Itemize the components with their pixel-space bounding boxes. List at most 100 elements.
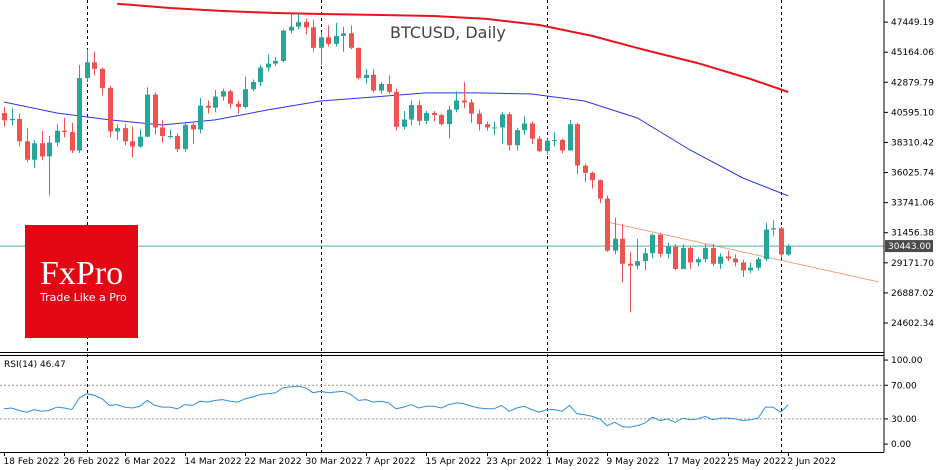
rsi-label: RSI(14) 46.47 — [4, 360, 66, 370]
indicator-line — [607, 221, 879, 283]
candle-body — [756, 259, 761, 268]
candle-body — [643, 253, 648, 262]
candle-body — [115, 128, 120, 132]
candle-body — [560, 139, 565, 151]
candle-body — [462, 100, 467, 103]
y-tick-label: 33741.06 — [891, 199, 934, 209]
x-tick-label: 15 Apr 2022 — [426, 457, 482, 467]
candle-body — [733, 258, 738, 263]
candle-body — [10, 118, 15, 121]
candle-body — [2, 112, 7, 121]
candle-body — [613, 238, 618, 251]
y-tick-label: 42879.79 — [891, 78, 934, 88]
candle-body — [364, 74, 369, 79]
y-tick-label: 30.00 — [891, 415, 917, 425]
candle-body — [153, 94, 158, 128]
candle-body — [583, 165, 588, 173]
candle-body — [537, 138, 542, 152]
candle-body — [138, 136, 143, 147]
candle-body — [236, 103, 241, 108]
candle-body — [741, 262, 746, 271]
x-tick-label: 17 May 2022 — [668, 457, 727, 467]
candle-body — [409, 105, 414, 120]
candle-body — [688, 247, 693, 263]
candle-body — [100, 68, 105, 88]
y-tick-label: 38310.42 — [891, 138, 934, 148]
candle-body — [311, 27, 316, 48]
candle-body — [605, 198, 610, 251]
candle-body — [703, 247, 708, 260]
candle-body — [620, 238, 625, 264]
candle-body — [326, 37, 331, 44]
candle-body — [764, 229, 769, 260]
logo-box — [25, 225, 138, 338]
candle-body — [334, 35, 339, 44]
logo-name: FxPro — [40, 255, 123, 292]
candle-body — [379, 83, 384, 91]
candle-body — [191, 124, 196, 130]
candle-body — [175, 136, 180, 150]
candle-body — [130, 141, 135, 147]
candle-body — [568, 124, 573, 151]
candle-body — [711, 247, 716, 264]
candle-body — [439, 114, 444, 125]
candle-body — [349, 33, 354, 48]
y-tick-label: 45164.06 — [891, 48, 934, 58]
candle-body — [17, 118, 22, 142]
candle-body — [296, 22, 301, 27]
candle-body — [304, 22, 309, 28]
y-tick-label: 26887.02 — [891, 289, 934, 299]
candle-body — [92, 62, 97, 69]
candle-body — [447, 109, 452, 125]
y-tick-label: 24602.34 — [891, 319, 934, 329]
candle-body — [183, 124, 188, 150]
candle-body — [598, 180, 603, 199]
candle-body — [145, 94, 150, 137]
candle-body — [552, 139, 557, 141]
y-tick-label: 36025.74 — [891, 169, 934, 179]
candle-body — [319, 37, 324, 48]
indicator-line — [3, 92, 789, 197]
candle-body — [47, 142, 52, 157]
candle-body — [545, 140, 550, 152]
candle-body — [341, 33, 346, 36]
x-tick-label: 23 Apr 2022 — [487, 457, 543, 467]
candle-body — [681, 247, 686, 270]
candle-body — [432, 112, 437, 115]
candle-body — [85, 62, 90, 79]
y-tick-label: 100.00 — [891, 356, 923, 366]
candle-body — [32, 143, 37, 160]
x-tick-label: 7 Apr 2022 — [366, 457, 416, 467]
candle-body — [424, 112, 429, 121]
last-price-label: 30443.00 — [888, 242, 931, 252]
chart-title: BTCUSD, Daily — [390, 23, 506, 42]
candle-body — [628, 263, 633, 266]
candle-body — [469, 102, 474, 114]
x-tick-label: 26 Feb 2022 — [64, 457, 120, 467]
plot-layer — [0, 0, 884, 452]
candle-body — [221, 91, 226, 97]
candle-body — [281, 30, 286, 61]
last-price-box — [885, 240, 933, 253]
candle-body — [515, 130, 520, 146]
candle-body — [228, 91, 233, 104]
frame — [0, 0, 885, 453]
logo-tagline: Trade Like a Pro — [39, 291, 127, 304]
x-tick-label: 18 Feb 2022 — [4, 457, 60, 467]
x-tick-label: 1 May 2022 — [547, 457, 600, 467]
candle-body — [123, 128, 128, 142]
candle-body — [251, 82, 256, 90]
candle-body — [40, 143, 45, 157]
candle-body — [108, 87, 113, 132]
candle-body — [160, 127, 165, 137]
x-tick-label: 22 Mar 2022 — [245, 457, 302, 467]
candle-body — [718, 256, 723, 264]
candle-body — [273, 60, 278, 64]
y-tick-label: 40595.10 — [891, 108, 934, 118]
candle-body — [575, 124, 580, 166]
candle-body — [198, 105, 203, 130]
candle-body — [206, 105, 211, 108]
candle-body — [666, 246, 671, 254]
candle-body — [25, 141, 30, 160]
